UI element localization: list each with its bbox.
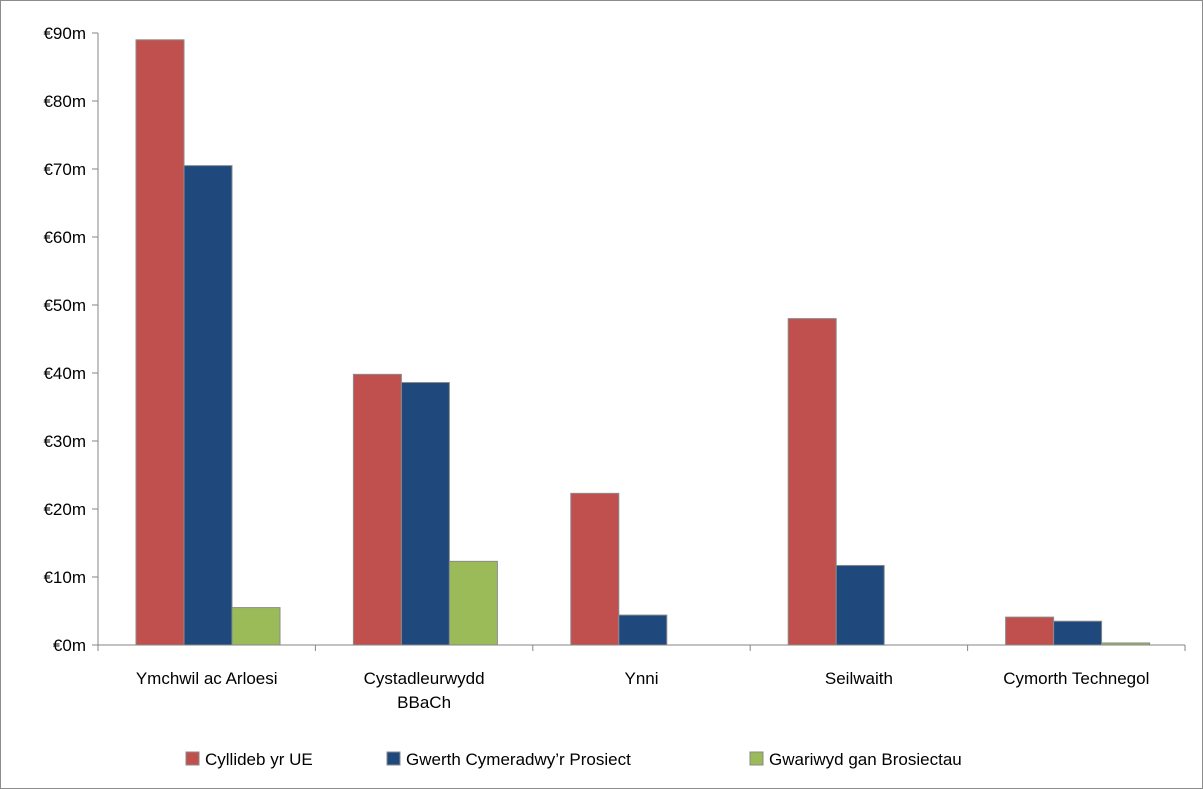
x-category-label: Ymchwil ac Arloesi [136, 669, 278, 688]
x-category-label: Cystadleurwydd [364, 669, 485, 688]
legend-swatch [386, 751, 401, 766]
y-tick-label: €30m [43, 432, 86, 451]
bar [618, 614, 668, 646]
legend-label: Gwariwyd gan Brosiectau [769, 750, 962, 769]
bar [352, 373, 402, 646]
bar [787, 318, 837, 646]
y-tick-label: €80m [43, 92, 86, 111]
bar [1053, 620, 1103, 646]
x-category-label: Cymorth Technegol [1003, 669, 1149, 688]
bar [135, 39, 185, 646]
y-tick-label: €20m [43, 500, 86, 519]
legend-swatch [185, 751, 200, 766]
x-category-label: Ynni [624, 669, 658, 688]
legend-label: Cyllideb yr UE [205, 750, 313, 769]
y-tick-label: €90m [43, 24, 86, 43]
x-category-label: Seilwaith [825, 669, 893, 688]
legend-label: Gwerth Cymeradwy’r Prosiect [406, 750, 631, 769]
legend-swatch [749, 751, 764, 766]
bar [835, 564, 885, 646]
bar [400, 382, 450, 646]
y-tick-label: €0m [53, 636, 86, 655]
y-tick-label: €70m [43, 160, 86, 179]
x-category-label: BBaCh [397, 693, 451, 712]
bar [1005, 616, 1055, 646]
y-tick-label: €60m [43, 228, 86, 247]
y-tick-label: €40m [43, 364, 86, 383]
y-tick-label: €10m [43, 568, 86, 587]
bar [231, 607, 281, 646]
bar [183, 165, 233, 646]
bar [448, 560, 498, 646]
bar [570, 492, 620, 646]
y-tick-label: €50m [43, 296, 86, 315]
